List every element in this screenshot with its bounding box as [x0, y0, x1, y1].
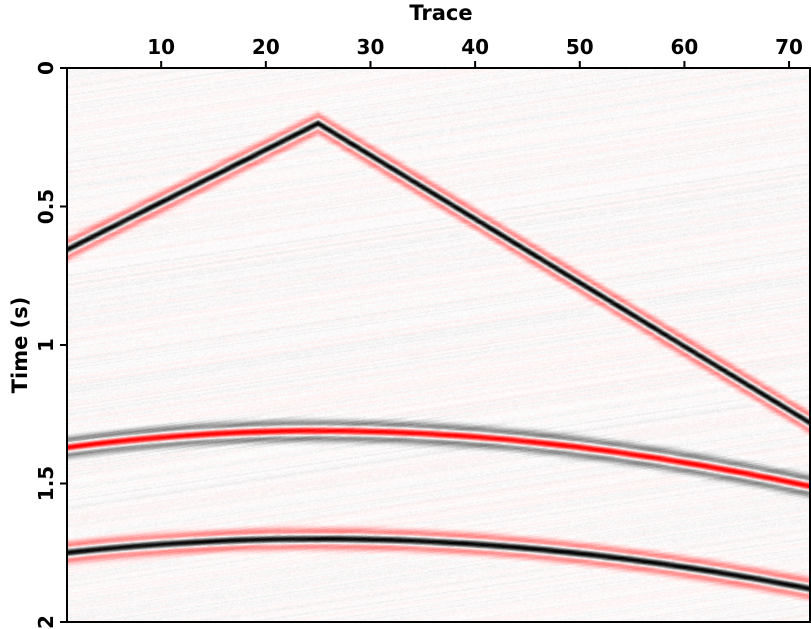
- y-tick-label: 0.5: [34, 189, 58, 224]
- plot-frame: [66, 67, 811, 623]
- x-axis-title: Trace: [409, 1, 472, 25]
- x-tick-label: 70: [775, 35, 803, 59]
- y-tick-label: 2: [34, 615, 58, 629]
- y-tick-label: 1: [34, 338, 58, 352]
- x-tick-label: 30: [357, 35, 385, 59]
- seismic-amplitude-image: [67, 68, 810, 622]
- y-tick-label: 1.5: [34, 466, 58, 501]
- x-tick-label: 50: [566, 35, 594, 59]
- x-tick-label: 10: [147, 35, 175, 59]
- y-tick-label: 0: [34, 61, 58, 75]
- amplitude-image: [67, 68, 810, 622]
- y-axis-title: Time (s): [8, 297, 32, 394]
- x-tick-label: 60: [671, 35, 699, 59]
- x-tick-label: 40: [461, 35, 489, 59]
- x-tick-label: 20: [252, 35, 280, 59]
